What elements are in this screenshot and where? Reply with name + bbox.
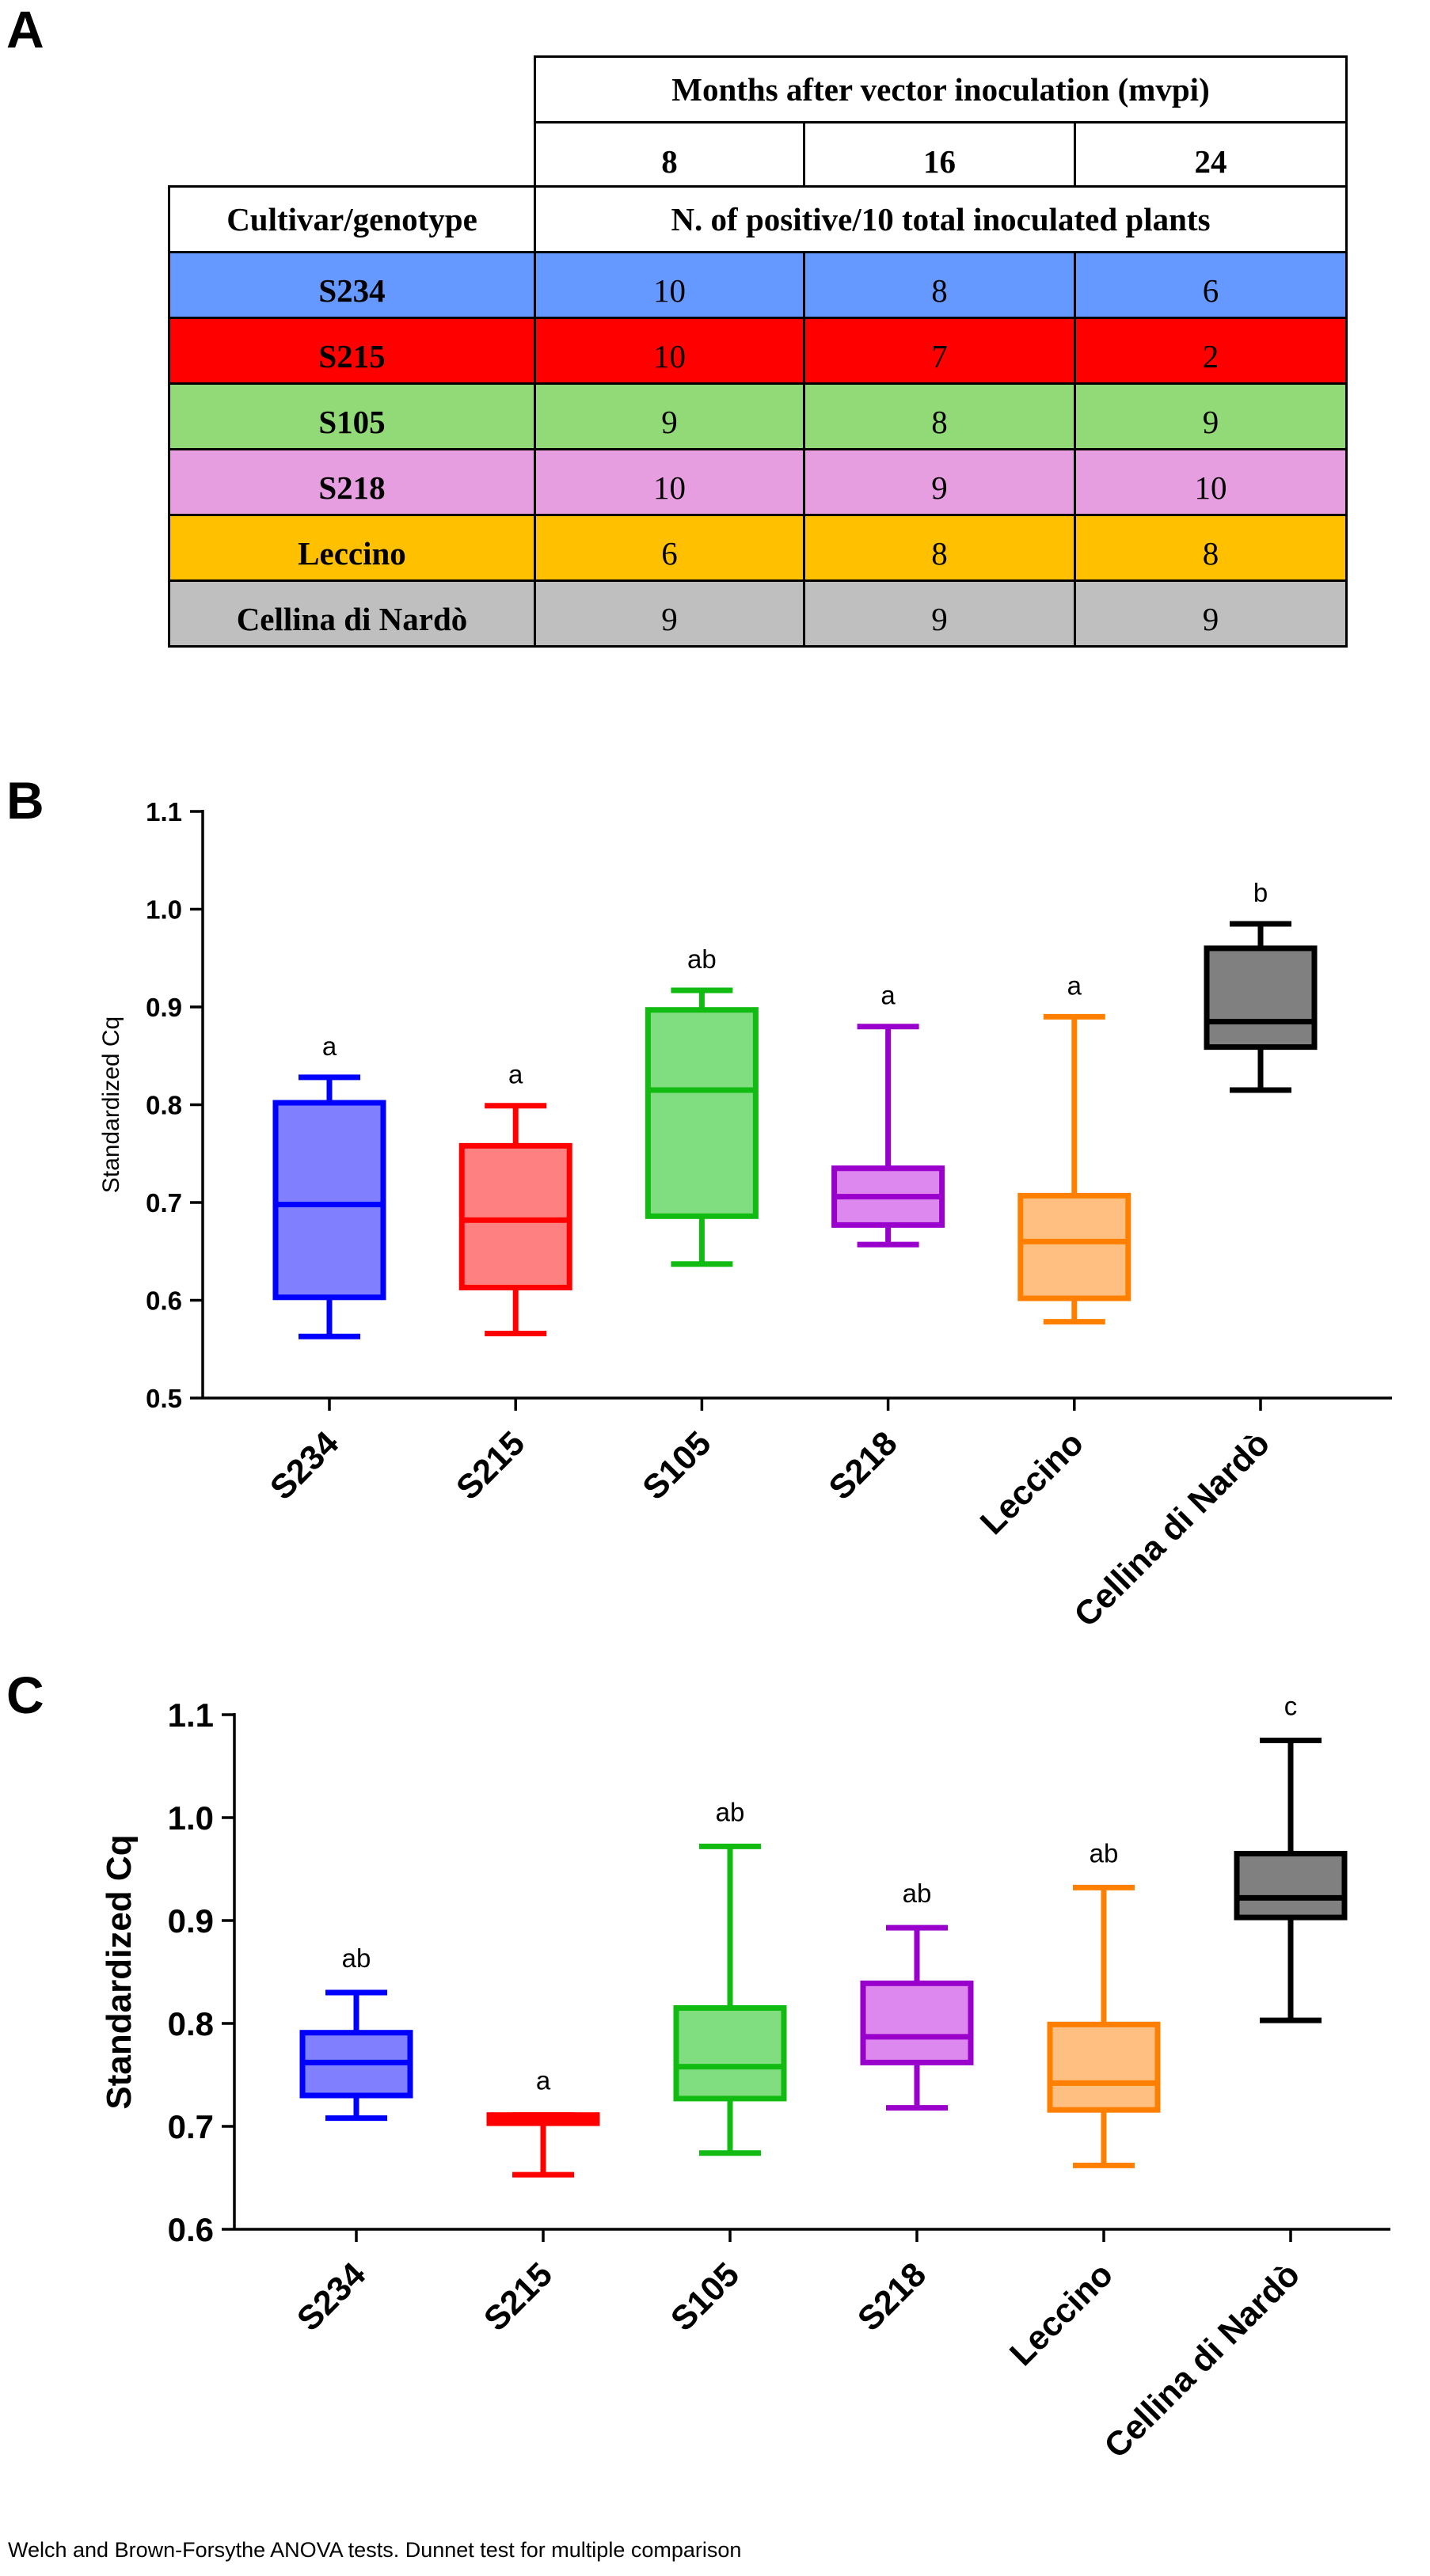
y-tick-label: 0.8 [146, 1090, 182, 1119]
x-tick-label: S234 [290, 2255, 373, 2339]
table-row-name: Cellina di Nardò [168, 579, 536, 648]
x-tick-label: S215 [449, 1424, 532, 1507]
x-tick-label: S105 [636, 1424, 719, 1507]
y-tick-label: 1.0 [168, 1799, 214, 1837]
infection-table: Months after vector inoculation (mvpi) 8… [0, 0, 1430, 673]
panel-label-a: A [6, 0, 44, 59]
table-cell: 8 [803, 514, 1076, 582]
box-iqr [860, 1980, 974, 2065]
chart-b: 0.5 0.6 0.7 0.8 0.9 1.0 1.1 Standardized Cq a S23… [0, 776, 1430, 1655]
y-tick-label: 1.1 [146, 797, 182, 826]
table-cell: 8 [803, 251, 1076, 319]
x-tick-label: Leccino [1002, 2255, 1120, 2373]
y-tick-label: 0.5 [146, 1384, 182, 1413]
table-cell: 9 [534, 579, 805, 648]
panel-label-c: C [6, 1666, 44, 1724]
table-cell: 6 [534, 514, 805, 582]
significance-letter: a [508, 1060, 523, 1089]
footnote: Welch and Brown-Forsythe ANOVA tests. Du… [8, 2538, 742, 2562]
x-tick-label: S218 [850, 2255, 934, 2339]
y-tick-label: 0.6 [146, 1286, 182, 1315]
significance-letter: ab [903, 1879, 932, 1908]
box-iqr [645, 1007, 759, 1219]
x-tick-label: S234 [263, 1424, 346, 1507]
significance-letter: b [1253, 878, 1268, 907]
table-cell: 10 [1074, 448, 1348, 516]
significance-letter: a [880, 981, 896, 1010]
box-iqr [1204, 945, 1318, 1051]
x-tick-label: S218 [822, 1424, 905, 1507]
y-tick-label: 0.6 [168, 2211, 214, 2248]
y-axis-label: Standardized Cq [98, 1016, 124, 1193]
box-iqr [1047, 2021, 1161, 2113]
y-tick-label: 0.7 [146, 1188, 182, 1218]
table-cell: 8 [803, 382, 1076, 450]
panel-label-b: B [6, 771, 44, 830]
table-cell: 9 [803, 448, 1076, 516]
table-cell: 9 [534, 382, 805, 450]
table-cell: 10 [534, 448, 805, 516]
table-row-name: S105 [168, 382, 536, 450]
table-header-months: Months after vector inoculation (mvpi) [534, 55, 1348, 123]
y-tick-label: 0.7 [168, 2108, 214, 2145]
table-row-name: S218 [168, 448, 536, 516]
x-tick-label: Cellina di Nardò [1067, 1424, 1277, 1634]
chart-c-svg: 0.6 0.7 0.8 0.9 1.0 1.1 Standardized Cq ab S234 a… [100, 1692, 1390, 2466]
chart-c: 0.6 0.7 0.8 0.9 1.0 1.1 Standardized Cq ab S234 a… [0, 1678, 1430, 2517]
box-iqr [1017, 1192, 1131, 1301]
table-month-24: 24 [1074, 121, 1348, 188]
significance-letter: ab [716, 1797, 745, 1826]
significance-letter: ab [1090, 1838, 1119, 1867]
x-tick-label: Leccino [973, 1424, 1091, 1542]
y-tick-label: 0.9 [146, 993, 182, 1022]
x-tick-label: S105 [664, 2255, 747, 2339]
table-cell: 2 [1074, 317, 1348, 385]
y-tick-label: 0.8 [168, 2005, 214, 2042]
table-cell: 9 [1074, 579, 1348, 648]
table-row-name: Leccino [168, 514, 536, 582]
y-tick-label: 0.9 [168, 1902, 214, 1940]
box-iqr [458, 1142, 572, 1290]
significance-letter: a [322, 1032, 337, 1061]
y-tick-label: 1.1 [168, 1696, 214, 1734]
significance-letter: ab [687, 944, 717, 974]
table-cell: 10 [534, 317, 805, 385]
y-axis-label: Standardized Cq [100, 1834, 139, 2109]
y-tick-label: 1.0 [146, 895, 182, 924]
box-iqr [1234, 1851, 1348, 1921]
table-subheader: N. of positive/10 total inoculated plant… [534, 185, 1348, 253]
table-col-cultivar: Cultivar/genotype [168, 185, 536, 253]
table-cell: 8 [1074, 514, 1348, 582]
box-iqr [272, 1100, 386, 1301]
significance-letter: ab [342, 1943, 371, 1973]
table-row-name: S234 [168, 251, 536, 319]
table-cell: 6 [1074, 251, 1348, 319]
x-tick-label: Cellina di Nardò [1097, 2255, 1307, 2465]
table-row-name: S215 [168, 317, 536, 385]
x-tick-label: S215 [477, 2255, 560, 2339]
table-cell: 10 [534, 251, 805, 319]
significance-letter: a [1067, 971, 1082, 1000]
chart-b-svg: 0.5 0.6 0.7 0.8 0.9 1.0 1.1 Standardized Cq a S23… [98, 797, 1392, 1635]
table-cell: 7 [803, 317, 1076, 385]
box-iqr [673, 2005, 787, 2102]
significance-letter: a [536, 2066, 551, 2095]
table-cell: 9 [1074, 382, 1348, 450]
table-month-8: 8 [534, 121, 805, 188]
significance-letter: c [1284, 1692, 1298, 1721]
table-cell: 9 [803, 579, 1076, 648]
table-month-16: 16 [803, 121, 1076, 188]
